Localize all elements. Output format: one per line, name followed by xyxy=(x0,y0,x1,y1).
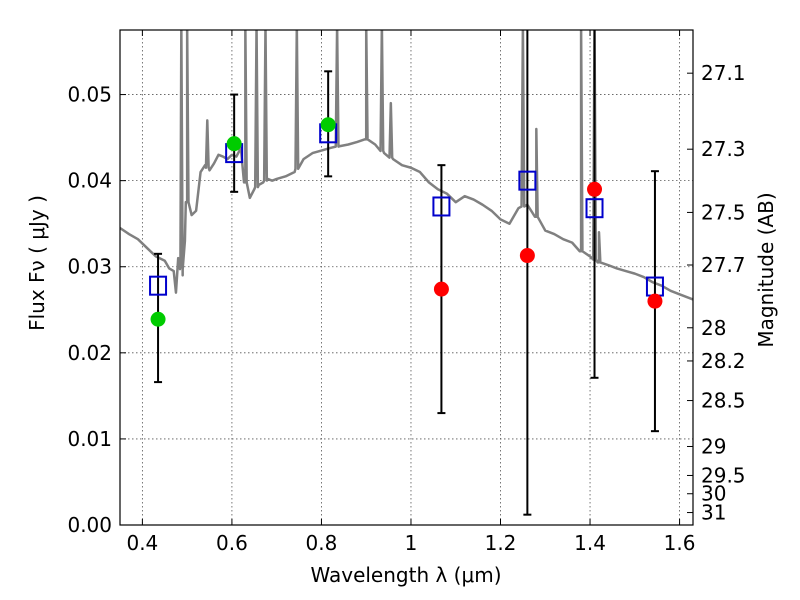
model-photometry-square xyxy=(518,170,537,191)
upper-limit-point xyxy=(433,281,449,297)
right-tick-label: 27.1 xyxy=(701,61,746,85)
x-tick-label: 1.6 xyxy=(664,531,696,555)
x-tick-label: 0.6 xyxy=(216,531,248,555)
y-tick-label: 0.00 xyxy=(67,513,112,537)
data-markers xyxy=(149,117,664,327)
x-tick-label: 0.4 xyxy=(126,531,158,555)
axes: 0.4 0.6 0.8 1 1.2 1.4 1.6 0.00 0.01 0.02 0.03 0.04 0… xyxy=(67,30,746,555)
right-tick-label: 27.5 xyxy=(701,200,746,224)
y-tick-label: 0.04 xyxy=(67,169,112,193)
right-tick-label: 28.5 xyxy=(701,389,746,413)
y-axis-title: Flux Fν ( μJy ) xyxy=(25,195,49,331)
right-tick-label: 31 xyxy=(701,501,726,525)
y-tick-label: 0.03 xyxy=(67,255,112,279)
detection-point xyxy=(150,311,166,327)
right-tick-label: 29 xyxy=(701,434,726,458)
model-photometry-square xyxy=(149,275,168,296)
spectrum-line xyxy=(120,30,693,301)
x-tick-label: 1.4 xyxy=(574,531,606,555)
model-photometry-square xyxy=(432,196,451,217)
right-tick-label: 27.3 xyxy=(701,137,746,161)
x-axis-title: Wavelength λ (μm) xyxy=(310,563,501,587)
y-tick-label: 0.02 xyxy=(67,341,112,365)
model-photometry-square xyxy=(585,198,604,219)
x-tick-label: 1.2 xyxy=(485,531,517,555)
upper-limit-point xyxy=(647,293,663,309)
model-spectrum xyxy=(120,30,693,301)
plot-frame xyxy=(119,29,694,526)
right-tick-label: 30 xyxy=(701,482,726,506)
plot-background xyxy=(120,30,693,525)
right-tick-label: 29.5 xyxy=(701,463,746,487)
right-tick-label: 27.7 xyxy=(701,253,746,277)
x-tick-label: 1 xyxy=(405,531,418,555)
upper-limit-point xyxy=(587,181,603,197)
y-tick-label: 0.05 xyxy=(67,83,112,107)
upper-limit-point xyxy=(519,248,535,264)
right-tick-label: 28.2 xyxy=(701,349,746,373)
x-tick-label: 0.8 xyxy=(306,531,338,555)
right-tick-label: 28 xyxy=(701,316,726,340)
right-axis-title: Magnitude (AB) xyxy=(754,192,778,347)
y-tick-label: 0.01 xyxy=(67,427,112,451)
detection-point xyxy=(226,136,242,152)
detection-point xyxy=(320,117,336,133)
